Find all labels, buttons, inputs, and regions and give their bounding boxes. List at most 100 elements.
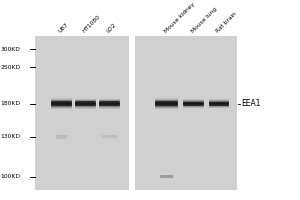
Bar bbox=[51, 105, 72, 106]
Text: U87: U87 bbox=[58, 22, 70, 34]
Bar bbox=[100, 104, 119, 105]
Bar bbox=[209, 104, 229, 105]
Text: 180KD: 180KD bbox=[1, 101, 21, 106]
Bar bbox=[100, 105, 119, 106]
Text: 100KD: 100KD bbox=[1, 174, 21, 179]
Bar bbox=[35, 36, 129, 190]
Bar bbox=[51, 100, 72, 101]
Bar bbox=[155, 106, 178, 107]
Text: 250KD: 250KD bbox=[1, 65, 21, 70]
Bar bbox=[99, 99, 120, 100]
Bar bbox=[156, 101, 177, 102]
Bar bbox=[75, 107, 96, 108]
Bar bbox=[209, 99, 229, 100]
Bar bbox=[75, 101, 96, 102]
Bar bbox=[75, 103, 96, 104]
Bar bbox=[209, 101, 229, 102]
Bar bbox=[183, 103, 204, 104]
Bar bbox=[183, 106, 204, 107]
Bar bbox=[209, 106, 229, 107]
Bar bbox=[99, 108, 120, 109]
Bar bbox=[183, 100, 204, 101]
Bar bbox=[210, 102, 228, 103]
Bar bbox=[99, 101, 120, 102]
Bar bbox=[99, 107, 120, 108]
Bar bbox=[75, 106, 96, 107]
Bar bbox=[99, 105, 120, 106]
Text: Mouse kidney: Mouse kidney bbox=[163, 2, 195, 34]
Bar bbox=[183, 104, 204, 105]
Bar bbox=[160, 175, 173, 178]
Bar bbox=[156, 104, 177, 105]
Bar bbox=[76, 105, 95, 106]
Bar bbox=[135, 36, 237, 190]
Bar bbox=[184, 104, 203, 105]
Bar bbox=[155, 107, 178, 108]
Bar bbox=[76, 103, 95, 104]
Bar bbox=[183, 102, 204, 103]
Text: 130KD: 130KD bbox=[1, 134, 21, 139]
Bar bbox=[99, 106, 120, 107]
Bar bbox=[52, 101, 71, 102]
Bar bbox=[51, 102, 72, 103]
Text: Rat brain: Rat brain bbox=[215, 12, 238, 34]
Bar bbox=[209, 107, 229, 108]
Text: Mouse lung: Mouse lung bbox=[190, 7, 218, 34]
Bar bbox=[156, 105, 177, 106]
Bar bbox=[155, 108, 178, 109]
Bar bbox=[51, 98, 72, 99]
Bar bbox=[102, 135, 117, 138]
Bar bbox=[156, 102, 177, 103]
Bar bbox=[209, 100, 229, 101]
Bar bbox=[75, 100, 96, 101]
Bar bbox=[76, 101, 95, 102]
Bar bbox=[184, 103, 203, 104]
Bar bbox=[51, 103, 72, 104]
Bar bbox=[52, 103, 71, 104]
Bar bbox=[155, 102, 178, 103]
Bar bbox=[99, 104, 120, 105]
Text: 300KD: 300KD bbox=[1, 47, 20, 52]
Bar bbox=[209, 103, 229, 104]
Bar bbox=[51, 108, 72, 109]
Bar bbox=[156, 103, 177, 104]
Bar bbox=[155, 98, 178, 99]
Bar bbox=[76, 102, 95, 103]
Bar bbox=[56, 135, 67, 139]
Bar bbox=[100, 102, 119, 103]
Bar bbox=[51, 106, 72, 107]
Bar bbox=[52, 102, 71, 103]
Bar bbox=[75, 108, 96, 109]
Bar bbox=[52, 104, 71, 105]
Bar bbox=[75, 102, 96, 103]
Bar bbox=[155, 99, 178, 100]
Bar bbox=[183, 101, 204, 102]
Bar bbox=[183, 105, 204, 106]
Bar bbox=[52, 105, 71, 106]
Bar bbox=[100, 101, 119, 102]
Bar bbox=[99, 100, 120, 101]
Bar bbox=[51, 107, 72, 108]
Bar bbox=[75, 105, 96, 106]
Bar bbox=[210, 103, 228, 104]
Text: EEA1: EEA1 bbox=[242, 99, 261, 108]
Bar bbox=[99, 102, 120, 103]
Bar bbox=[51, 99, 72, 100]
Bar bbox=[155, 105, 178, 106]
Bar bbox=[155, 101, 178, 102]
Bar bbox=[184, 105, 203, 106]
Bar bbox=[75, 99, 96, 100]
Bar bbox=[155, 103, 178, 104]
Bar bbox=[183, 99, 204, 100]
Bar bbox=[155, 100, 178, 101]
Bar bbox=[209, 105, 229, 106]
Bar bbox=[76, 104, 95, 105]
Bar bbox=[209, 102, 229, 103]
Bar bbox=[155, 104, 178, 105]
Bar bbox=[210, 105, 228, 106]
Bar bbox=[183, 107, 204, 108]
Bar bbox=[210, 104, 228, 105]
Text: LO2: LO2 bbox=[106, 23, 118, 34]
Bar bbox=[99, 103, 120, 104]
Bar bbox=[100, 103, 119, 104]
